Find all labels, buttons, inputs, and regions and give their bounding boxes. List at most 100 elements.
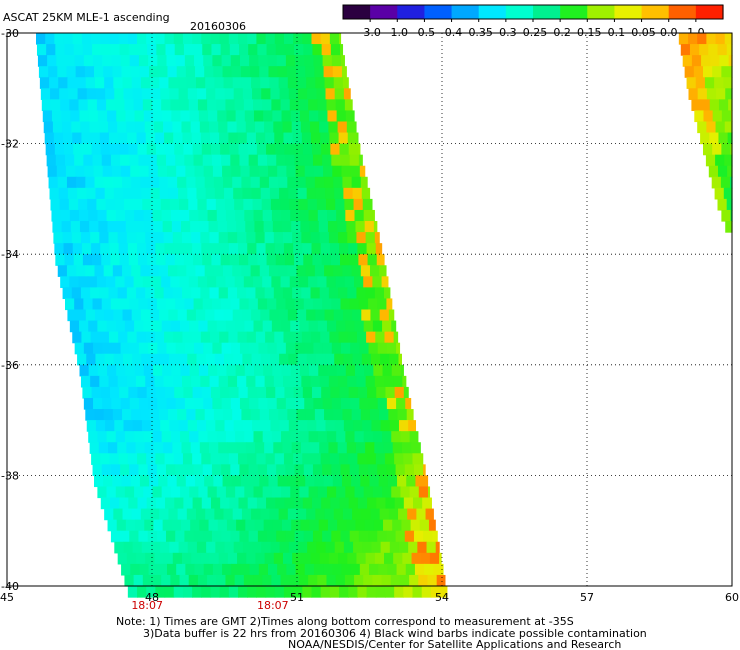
- swath-cell: [59, 198, 70, 211]
- swath-cell: [404, 464, 415, 476]
- swath-cell: [235, 320, 245, 333]
- swath-cell: [297, 88, 308, 100]
- swath-cell: [335, 574, 346, 587]
- swath-cell: [209, 121, 219, 134]
- swath-cell: [339, 586, 349, 598]
- swath-cell: [208, 364, 218, 377]
- swath-cell: [309, 110, 319, 123]
- swath-cell: [281, 364, 292, 377]
- swath-cell: [90, 331, 101, 344]
- swath-cell: [141, 187, 152, 200]
- swath-cell: [286, 165, 297, 178]
- swath-cell: [113, 77, 124, 89]
- swath-cell: [118, 132, 128, 145]
- swath-cell: [351, 475, 361, 488]
- swath-cell: [388, 409, 399, 421]
- swath-cell: [384, 586, 395, 598]
- swath-cell: [164, 586, 175, 598]
- swath-cell: [352, 508, 362, 521]
- swath-cell: [299, 110, 310, 123]
- swath-cell: [388, 309, 395, 322]
- swath-cell: [106, 99, 116, 112]
- swath-cell: [323, 475, 334, 488]
- swath-cell: [246, 287, 257, 300]
- swath-cell: [341, 66, 347, 78]
- swath-cell: [329, 586, 340, 598]
- swath-cell: [427, 574, 438, 587]
- swath-cell: [139, 475, 150, 488]
- swath-cell: [179, 198, 189, 211]
- swath-cell: [130, 475, 141, 488]
- swath-cell: [221, 154, 231, 167]
- swath-cell: [153, 221, 164, 233]
- swath-cell: [250, 176, 261, 189]
- swath-cell: [309, 364, 319, 377]
- swath-cell: [223, 409, 233, 421]
- swath-cell: [155, 386, 166, 399]
- swath-cell: [152, 364, 163, 377]
- swath-cell: [272, 221, 283, 233]
- swath-cell: [352, 309, 362, 322]
- swath-cell: [263, 221, 274, 233]
- swath-cell: [292, 552, 302, 565]
- swath-cell: [305, 265, 316, 277]
- swath-cell: [202, 44, 213, 56]
- swath-cell: [342, 508, 353, 521]
- swath-cell: [347, 287, 358, 300]
- swath-cell: [83, 298, 94, 311]
- swath-cell: [336, 110, 347, 123]
- swath-cell: [368, 464, 378, 476]
- swath-cell: [290, 364, 301, 377]
- swath-cell: [248, 530, 259, 543]
- swath-cell: [173, 331, 184, 344]
- swath-cell: [182, 33, 193, 45]
- swath-cell: [244, 209, 255, 222]
- swath-cell: [373, 221, 378, 233]
- swath-cell: [303, 44, 314, 56]
- swath-cell: [232, 409, 243, 421]
- swath-cell: [235, 364, 246, 377]
- swath-cell: [79, 209, 89, 222]
- swath-cell: [345, 209, 356, 222]
- swath-cell: [266, 254, 277, 266]
- swath-cell: [109, 453, 120, 465]
- swath-cell: [299, 209, 310, 222]
- swath-cell: [145, 552, 156, 565]
- swath-cell: [322, 397, 333, 410]
- swath-cell: [109, 33, 120, 45]
- swath-cell: [256, 143, 267, 156]
- swath-cell: [181, 221, 191, 233]
- swath-cell: [179, 276, 190, 288]
- swath-cell: [336, 364, 347, 377]
- swath-cell: [326, 99, 337, 112]
- swath-cell: [143, 486, 154, 499]
- swath-cell: [316, 88, 327, 100]
- swath-cell: [113, 309, 124, 322]
- swath-cell: [269, 187, 280, 200]
- swath-cell: [715, 33, 726, 45]
- swath-cell: [194, 397, 204, 410]
- swath-cell: [177, 309, 188, 322]
- swath-cell: [173, 243, 184, 255]
- swath-cell: [334, 88, 345, 100]
- swath-cell: [142, 198, 153, 211]
- swath-cell: [101, 298, 112, 311]
- swath-cell: [202, 154, 213, 167]
- swath-cell: [124, 209, 135, 222]
- swath-cell: [152, 276, 162, 288]
- swath-cell: [207, 574, 217, 587]
- swath-cell: [346, 519, 357, 532]
- swath-cell: [204, 176, 215, 189]
- swath-cell: [135, 221, 145, 233]
- note-line-3: NOAA/NESDIS/Center for Satellite Applica…: [288, 638, 621, 650]
- swath-cell: [71, 121, 82, 134]
- swath-cell: [180, 110, 191, 123]
- swath-cell: [130, 66, 141, 78]
- swath-cell: [184, 342, 195, 355]
- swath-cell: [703, 110, 714, 123]
- swath-cell: [313, 342, 324, 355]
- swath-cell: [276, 397, 287, 410]
- swath-cell: [139, 165, 150, 178]
- swath-cell: [310, 232, 321, 244]
- swath-cell: [202, 298, 213, 311]
